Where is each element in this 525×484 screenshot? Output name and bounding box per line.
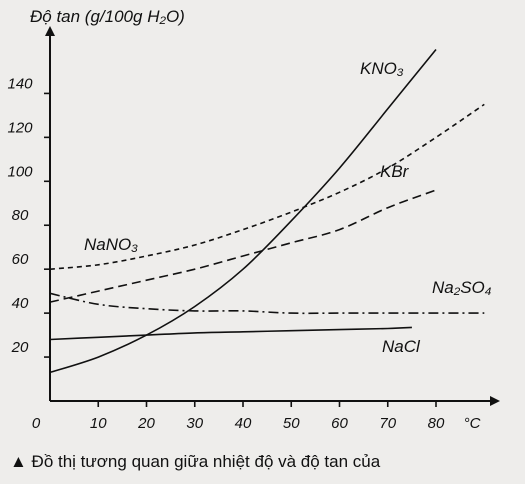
series-line-3 <box>49 292 485 315</box>
y-tick-label: 40 <box>12 295 29 312</box>
y-tick-label: 120 <box>7 119 33 136</box>
x-axis-unit: °C <box>464 415 481 432</box>
x-tick-label: 30 <box>186 415 203 432</box>
y-axis-arrow <box>45 26 55 36</box>
y-tick-label: 20 <box>11 339 29 356</box>
series-line-4 <box>49 326 412 341</box>
x-axis-arrow <box>490 396 500 406</box>
series-label-1: KBr <box>380 162 410 181</box>
series-label-2: NaNO₃ <box>84 235 138 254</box>
series-label-0: KNO₃ <box>360 59 404 78</box>
series-label-4: NaCl <box>382 337 421 356</box>
axes: 0 10 20 30 40 50 60 70 80 °C 20 40 60 80 100 120 140 Độ t… <box>7 7 500 432</box>
series-label-3: Na₂SO₄ <box>432 278 492 297</box>
labels: KNO₃ KBr NaNO₃ Na₂SO₄ NaCl <box>84 59 492 356</box>
x-tick-label: 0 <box>32 415 41 432</box>
figure-caption: ▲ Đồ thị tương quan giữa nhiệt độ và độ … <box>10 452 381 471</box>
y-tick-label: 140 <box>7 75 33 92</box>
chart-title: Độ tan (g/100g H₂O) <box>30 7 185 26</box>
x-tick-label: 80 <box>428 415 445 432</box>
y-tick-label: 80 <box>12 207 29 224</box>
x-tick-label: 50 <box>283 415 300 432</box>
series-line-1 <box>49 189 437 303</box>
y-tick-label: 60 <box>12 251 29 268</box>
x-tick-label: 20 <box>137 415 155 432</box>
y-tick-label: 100 <box>7 163 33 180</box>
series-lines <box>49 48 485 374</box>
x-tick-label: 70 <box>379 415 396 432</box>
x-tick-label: 10 <box>90 415 107 432</box>
x-tick-label: 60 <box>331 415 348 432</box>
solubility-chart: 0 10 20 30 40 50 60 70 80 °C 20 40 60 80 100 120 140 Độ t… <box>7 7 500 432</box>
series-line-2 <box>49 103 485 270</box>
x-tick-label: 40 <box>235 415 252 432</box>
series-line-0 <box>49 48 437 374</box>
